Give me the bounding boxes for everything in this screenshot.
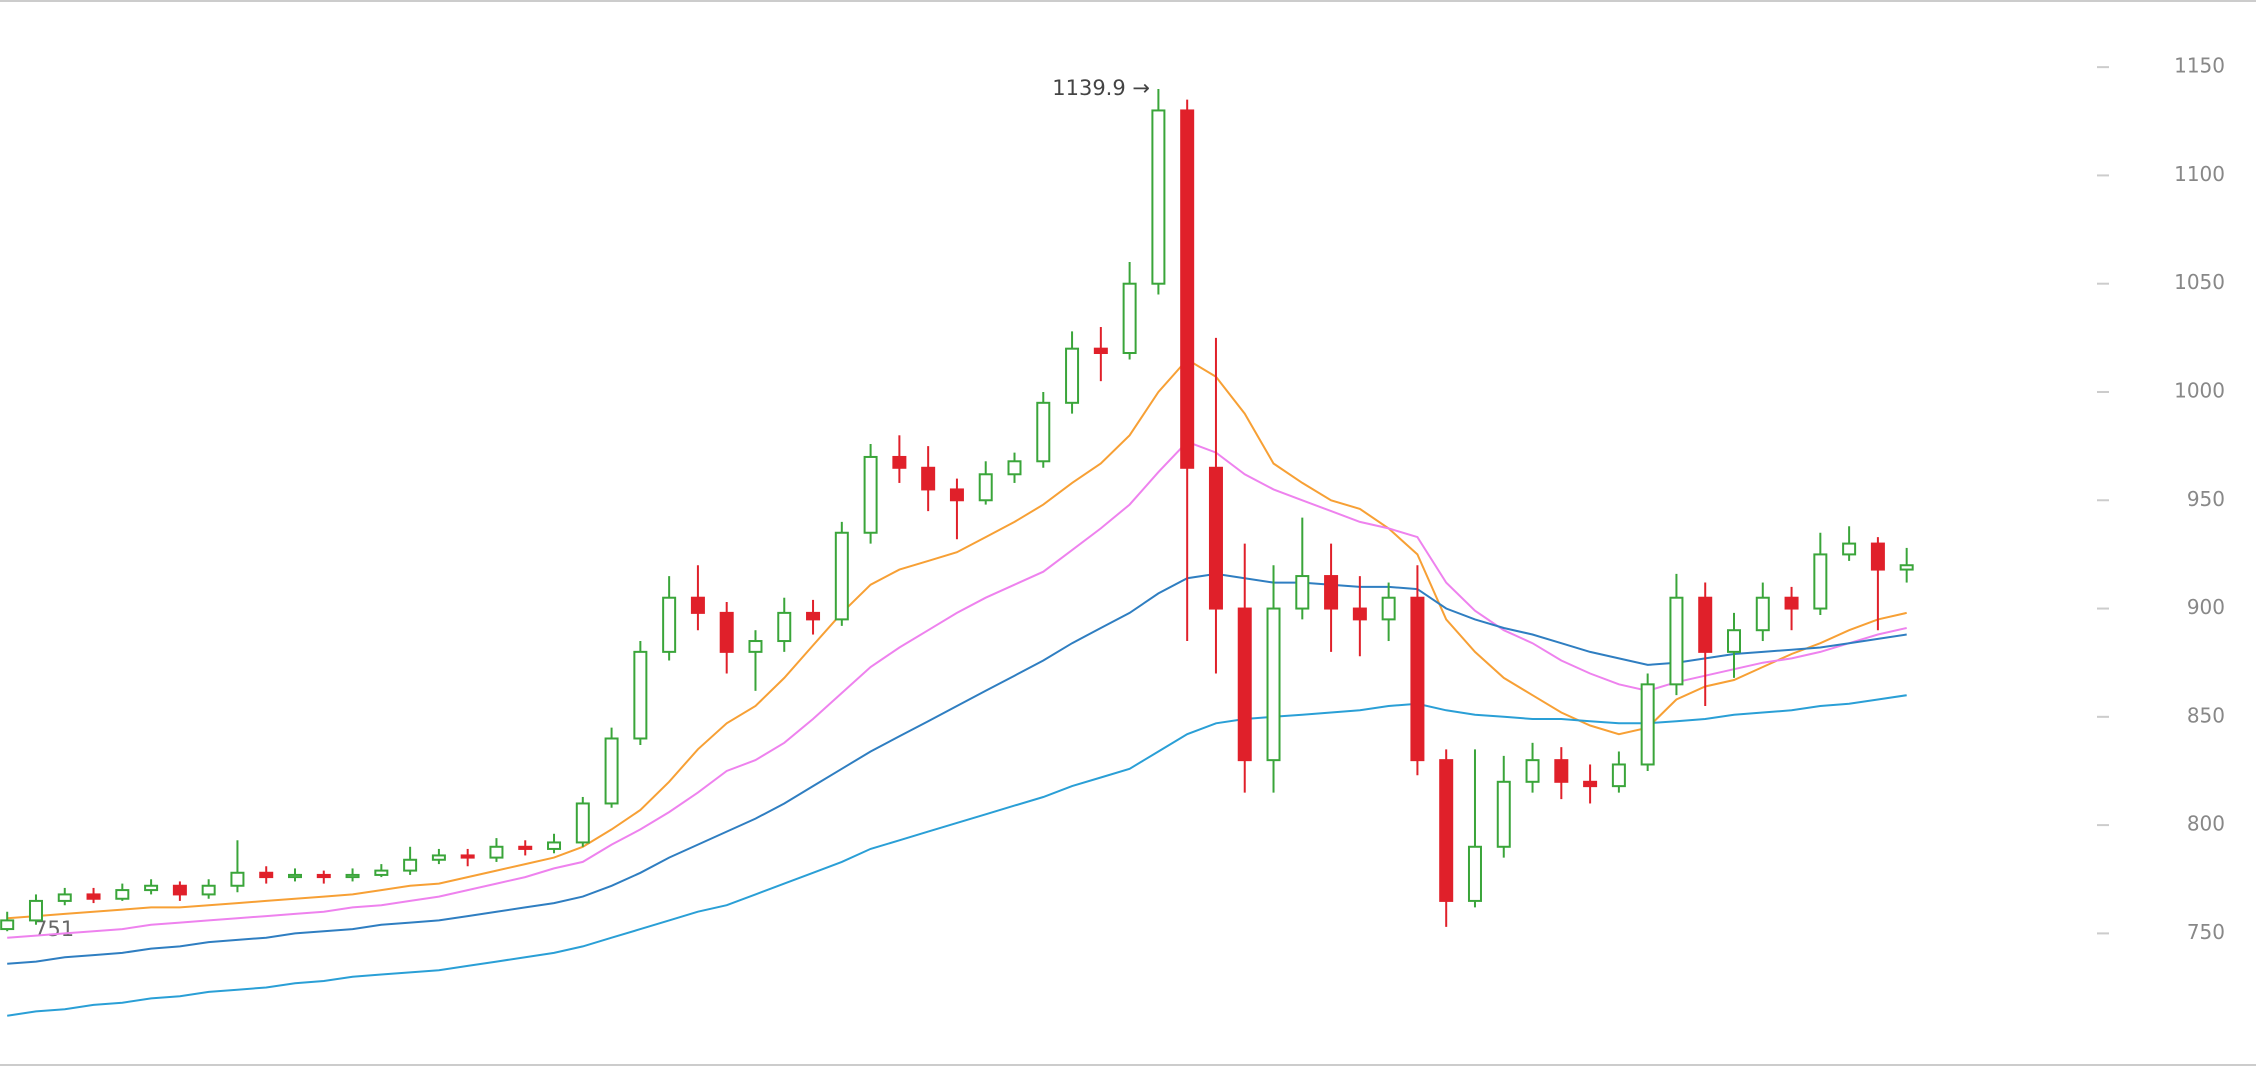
candle-body bbox=[806, 611, 821, 621]
candle-body bbox=[460, 854, 475, 859]
candle-body bbox=[1784, 596, 1799, 610]
moving-average-line bbox=[7, 358, 1907, 920]
moving-average-line bbox=[7, 440, 1907, 939]
candle-body bbox=[863, 455, 878, 534]
candle-body bbox=[1237, 607, 1252, 762]
candle-body bbox=[1381, 596, 1396, 621]
candle-body bbox=[259, 871, 274, 879]
candle-body bbox=[489, 845, 504, 859]
candle-body bbox=[1122, 282, 1137, 355]
candle-body bbox=[288, 873, 302, 879]
candle-body bbox=[115, 889, 130, 900]
candle-body bbox=[1525, 759, 1540, 783]
y-tick-label: 750 bbox=[2187, 920, 2225, 944]
candle-body bbox=[949, 488, 964, 502]
candle-body bbox=[1813, 553, 1828, 610]
candle-body bbox=[1611, 763, 1626, 788]
candle-body bbox=[1870, 542, 1885, 571]
candle-body bbox=[1180, 109, 1195, 469]
candle-body bbox=[662, 596, 677, 653]
candle-body bbox=[633, 650, 648, 740]
y-tick-label: 900 bbox=[2187, 595, 2225, 619]
candle-body bbox=[86, 893, 101, 900]
candle-body bbox=[1640, 683, 1655, 766]
candle-body bbox=[1352, 607, 1367, 621]
y-tick-label: 1000 bbox=[2174, 378, 2225, 402]
candle-body bbox=[172, 884, 187, 896]
candle-body bbox=[978, 473, 993, 502]
candle-body bbox=[57, 893, 72, 902]
y-tick-label: 850 bbox=[2187, 703, 2225, 727]
max-annotation: 1139.9 → bbox=[1052, 76, 1150, 100]
candle-body bbox=[1410, 596, 1425, 762]
candle-body bbox=[1439, 759, 1454, 902]
candle-body bbox=[1755, 596, 1770, 632]
y-tick-label: 1150 bbox=[2174, 54, 2225, 78]
candle-body bbox=[1842, 542, 1857, 556]
y-tick-label: 1050 bbox=[2174, 270, 2225, 294]
candle-body bbox=[1583, 780, 1598, 788]
y-tick-label: 800 bbox=[2187, 812, 2225, 836]
candle-body bbox=[834, 531, 849, 621]
candle-body bbox=[1093, 347, 1108, 355]
candle-body bbox=[547, 841, 562, 850]
candle-body bbox=[575, 802, 590, 844]
candle-body bbox=[1036, 401, 1051, 463]
candle-body bbox=[403, 858, 418, 872]
y-tick-label: 1100 bbox=[2174, 162, 2225, 186]
candle-body bbox=[1554, 759, 1569, 783]
candle-body bbox=[374, 869, 389, 876]
candle-body bbox=[518, 845, 533, 850]
candle-body bbox=[1669, 596, 1684, 686]
candle-body bbox=[921, 466, 936, 491]
candle-body bbox=[1496, 780, 1511, 848]
candle-body bbox=[1065, 347, 1080, 404]
candle-body bbox=[230, 871, 245, 887]
candle-body bbox=[201, 884, 216, 896]
candle-body bbox=[345, 873, 360, 879]
candle-body bbox=[431, 854, 446, 861]
candle-body bbox=[1727, 629, 1741, 653]
candle-body bbox=[1899, 564, 1914, 571]
candle-body bbox=[777, 611, 792, 643]
candle-body bbox=[719, 611, 734, 653]
candle-body bbox=[28, 899, 43, 922]
moving-average-line bbox=[7, 694, 1907, 1017]
candle-body bbox=[1467, 845, 1482, 902]
candle-body bbox=[604, 737, 619, 805]
candle-body bbox=[1324, 575, 1339, 610]
candle-body bbox=[1295, 575, 1310, 610]
candle-body bbox=[0, 919, 15, 931]
candle-body bbox=[1208, 466, 1223, 610]
candle-body bbox=[690, 596, 705, 614]
y-tick-label: 950 bbox=[2187, 487, 2225, 511]
candle-body bbox=[1698, 596, 1713, 653]
candle-body bbox=[1007, 460, 1022, 476]
candle-body bbox=[892, 455, 907, 469]
candle-body bbox=[316, 873, 331, 879]
candle-body bbox=[1266, 607, 1281, 762]
candle-body bbox=[748, 640, 763, 653]
moving-average-line bbox=[7, 572, 1907, 965]
candle-body bbox=[144, 884, 159, 892]
candle-body bbox=[1151, 109, 1166, 285]
